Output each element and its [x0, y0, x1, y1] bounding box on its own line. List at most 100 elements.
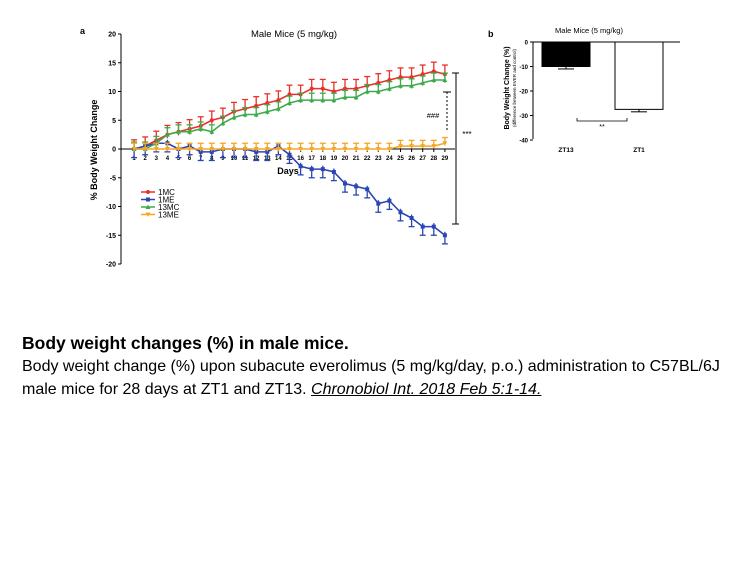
panel-a-x-tick-label: 21 — [353, 156, 360, 162]
panel-a-x-tick-label: 25 — [397, 156, 404, 162]
data-point-13ME — [153, 147, 159, 152]
data-point-13ME — [276, 147, 281, 152]
annotation-star: *** — [462, 130, 471, 139]
panel-a-x-tick-label: 17 — [308, 156, 315, 162]
panel-a-x-tick-label: 20 — [342, 156, 349, 162]
data-point-1ME — [365, 187, 370, 192]
data-point-13MC — [198, 126, 204, 131]
data-point-1ME — [398, 210, 403, 215]
data-point-13ME — [209, 147, 215, 152]
data-point-1ME — [287, 152, 292, 157]
panel-b-y-tick-label: -30 — [519, 114, 528, 120]
data-point-1ME — [420, 224, 425, 229]
panel-b-y-tick-label: -10 — [519, 65, 528, 71]
legend-marker-13ME — [145, 212, 151, 217]
data-point-13MC — [364, 89, 370, 94]
data-point-13ME — [142, 147, 148, 152]
panel-b-y-tick-label: -20 — [519, 90, 528, 96]
data-point-13MC — [309, 97, 315, 103]
data-point-13MC — [431, 77, 437, 82]
data-point-13ME — [409, 144, 414, 149]
data-point-1MC — [209, 118, 214, 123]
data-point-13MC — [176, 129, 181, 134]
data-point-13ME — [231, 147, 237, 152]
series-1MC — [131, 61, 448, 153]
data-point-1MC — [387, 78, 392, 82]
panel-a-x-axis-label: Days — [277, 166, 299, 176]
data-point-13MC — [298, 97, 303, 103]
panel-a-x-tick-label: 10 — [231, 156, 238, 162]
panel-a-x-tick-label: 6 — [188, 156, 192, 162]
panel-a-x-tick-label: 3 — [155, 156, 159, 162]
data-point-1ME — [409, 216, 414, 220]
panel-a-y-ticks: -20 -15 -10 -5 0 5 10 15 20 — [106, 32, 121, 269]
legend-marker-13MC — [145, 204, 151, 209]
panel-a-y-tick-label: 20 — [108, 32, 116, 39]
legend-label-13ME: 13ME — [158, 211, 179, 220]
panel-a-y-tick-label: -5 — [110, 175, 116, 182]
data-point-13ME — [398, 144, 403, 149]
caption-body: Body weight change (%) upon subacute eve… — [22, 355, 747, 401]
caption-text: Body weight change (%) upon subacute eve… — [22, 358, 720, 398]
panel-b: b Male Mice (5 mg/kg) Body Weight Change… — [488, 26, 680, 154]
panel-b-y-axis-sublabel: (difference between EVER and control) — [512, 49, 517, 127]
panel-a-x-tick-label: 11 — [242, 156, 249, 162]
data-point-13MC — [220, 120, 226, 126]
data-point-1ME — [298, 164, 303, 169]
panel-a-y-tick-label: 5 — [112, 118, 116, 125]
series-13ME — [131, 136, 448, 152]
data-point-1ME — [431, 224, 436, 229]
data-point-13MC — [387, 86, 392, 91]
caption-title: Body weight changes (%) in male mice. — [22, 333, 349, 353]
panel-a-x-tick-label: 23 — [375, 156, 382, 162]
legend-label-1MC: 1MC — [158, 188, 175, 197]
data-point-1MC — [409, 75, 414, 80]
panel-a-y-tick-label: 15 — [108, 60, 116, 67]
data-point-13ME — [298, 147, 303, 152]
panel-a-x-tick-label: 26 — [408, 156, 415, 162]
data-point-1MC — [254, 103, 259, 108]
data-point-13MC — [287, 100, 292, 105]
data-point-13MC — [165, 132, 170, 137]
data-point-1ME — [376, 201, 381, 206]
data-point-13MC — [242, 112, 248, 117]
data-point-1ME — [209, 149, 214, 154]
data-point-13MC — [187, 129, 192, 134]
panel-a-y-tick-label: -20 — [106, 262, 116, 269]
data-point-1MC — [398, 75, 403, 80]
data-point-13MC — [264, 109, 270, 114]
panel-a-letter: a — [80, 26, 86, 36]
data-point-13ME — [309, 147, 315, 152]
data-point-13MC — [375, 89, 381, 94]
panel-a-y-tick-label: 10 — [108, 89, 116, 96]
panel-a-y-tick-label: -15 — [106, 233, 116, 240]
data-point-13ME — [253, 147, 259, 152]
panel-b-title: Male Mice (5 mg/kg) — [555, 26, 623, 35]
data-point-13MC — [398, 83, 403, 88]
data-point-1MC — [287, 92, 292, 97]
panel-a-x-tick-label: 5 — [177, 156, 181, 162]
bar-ZT1 — [614, 41, 664, 110]
data-point-1MC — [309, 86, 314, 91]
annotation-hash: ### — [427, 111, 440, 120]
panel-a-series — [131, 61, 448, 245]
data-point-1MC — [343, 86, 347, 91]
panel-a-x-tick-label: 14 — [275, 156, 282, 162]
data-point-1ME — [343, 181, 347, 186]
data-point-1MC — [265, 101, 270, 105]
series-line-1MC — [133, 70, 446, 150]
data-point-1ME — [265, 149, 270, 154]
panel-a-x-tick-label: 1 — [132, 156, 136, 162]
caption-citation-link[interactable]: Chronobiol Int. 2018 Feb 5:1-14. — [311, 381, 542, 398]
data-point-13MC — [409, 83, 414, 88]
panel-a-x-tick-label: 19 — [331, 156, 338, 162]
legend-marker-1MC — [146, 190, 150, 194]
data-point-13ME — [242, 147, 248, 152]
legend-label-13MC: 13MC — [158, 203, 180, 212]
panel-a: a Male Mice (5 mg/kg) % Body Weight Chan… — [80, 26, 472, 269]
panel-b-sig-bracket — [576, 118, 628, 122]
data-point-13ME — [176, 147, 181, 152]
data-point-1ME — [320, 167, 325, 172]
data-point-1MC — [276, 98, 281, 103]
data-point-1MC — [354, 86, 359, 91]
